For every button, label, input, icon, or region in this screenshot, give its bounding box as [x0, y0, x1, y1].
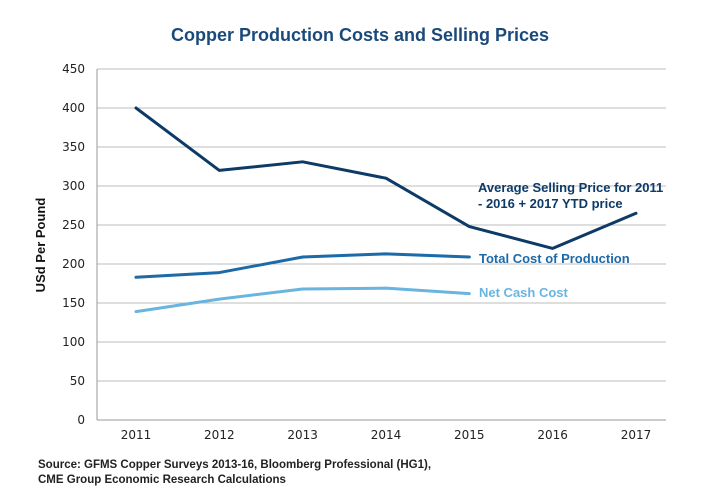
x-tick-labels: 2011 2012 2013 2014 2015 2016 2017	[121, 428, 652, 442]
y-tick-labels: 0 50 100 150 200 250 300 350 400 450	[62, 62, 85, 427]
x-tick-label: 2012	[204, 428, 235, 442]
y-tick-label: 350	[62, 140, 85, 154]
x-tick-label: 2017	[621, 428, 652, 442]
y-tick-label: 150	[62, 296, 85, 310]
series-label-0: Average Selling Price for 2011	[478, 180, 663, 195]
y-tick-label: 0	[77, 413, 85, 427]
source-line-1: Source: GFMS Copper Surveys 2013-16, Blo…	[38, 459, 431, 471]
y-axis-label: USd Per Pound	[33, 198, 48, 293]
y-tick-label: 400	[62, 101, 85, 115]
x-tick-label: 2013	[287, 428, 318, 442]
series-line-0	[134, 106, 638, 250]
y-tick-label: 250	[62, 218, 85, 232]
x-tick-label: 2016	[537, 428, 568, 442]
y-tick-label: 100	[62, 335, 85, 349]
x-tick-label: 2015	[454, 428, 485, 442]
y-tick-label: 200	[62, 257, 85, 271]
series-line-1	[134, 252, 471, 279]
series-label-1: Total Cost of Production	[479, 251, 630, 266]
series-lines	[134, 106, 638, 314]
chart-title: Copper Production Costs and Selling Pric…	[171, 25, 549, 45]
series-labels: Average Selling Price for 2011- 2016 + 2…	[478, 180, 663, 300]
y-tick-label: 300	[62, 179, 85, 193]
series-label-0: - 2016 + 2017 YTD price	[478, 196, 623, 211]
x-tick-label: 2014	[371, 428, 402, 442]
x-tick-label: 2011	[121, 428, 152, 442]
source-line-2: CME Group Economic Research Calculations	[38, 474, 286, 486]
series-line-2	[134, 286, 471, 314]
y-tick-label: 450	[62, 62, 85, 76]
gridlines	[97, 68, 666, 421]
y-tick-label: 50	[70, 374, 85, 388]
series-label-2: Net Cash Cost	[479, 285, 569, 300]
